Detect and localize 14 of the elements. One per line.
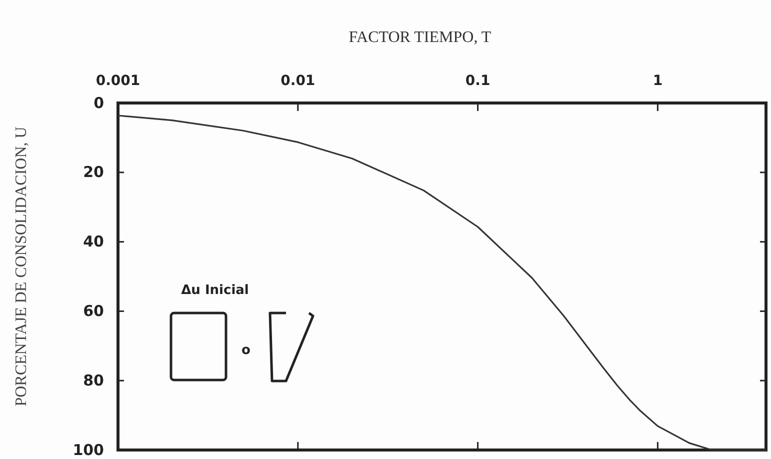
- y-tick-label: 80: [83, 371, 104, 390]
- annotation: o: [242, 343, 251, 358]
- x-tick-label: 1: [652, 73, 663, 89]
- x-tick-label: 0.01: [280, 73, 316, 89]
- y-tick-label: 40: [83, 232, 104, 251]
- y-tick-label: 60: [83, 302, 104, 320]
- y-tick-label: 20: [83, 163, 104, 182]
- x-tick-label: 0.001: [96, 73, 140, 89]
- y-tick-label: 100: [72, 440, 104, 459]
- x-tick-label: 0.1: [465, 73, 490, 89]
- annotation: Δu Inicial: [181, 283, 249, 298]
- y-axis-title: PORCENTAJE DE CONSOLIDACION, U: [13, 126, 30, 406]
- y-tick-label: 0: [94, 94, 104, 112]
- x-axis-title: FACTOR TIEMPO, T: [348, 29, 492, 46]
